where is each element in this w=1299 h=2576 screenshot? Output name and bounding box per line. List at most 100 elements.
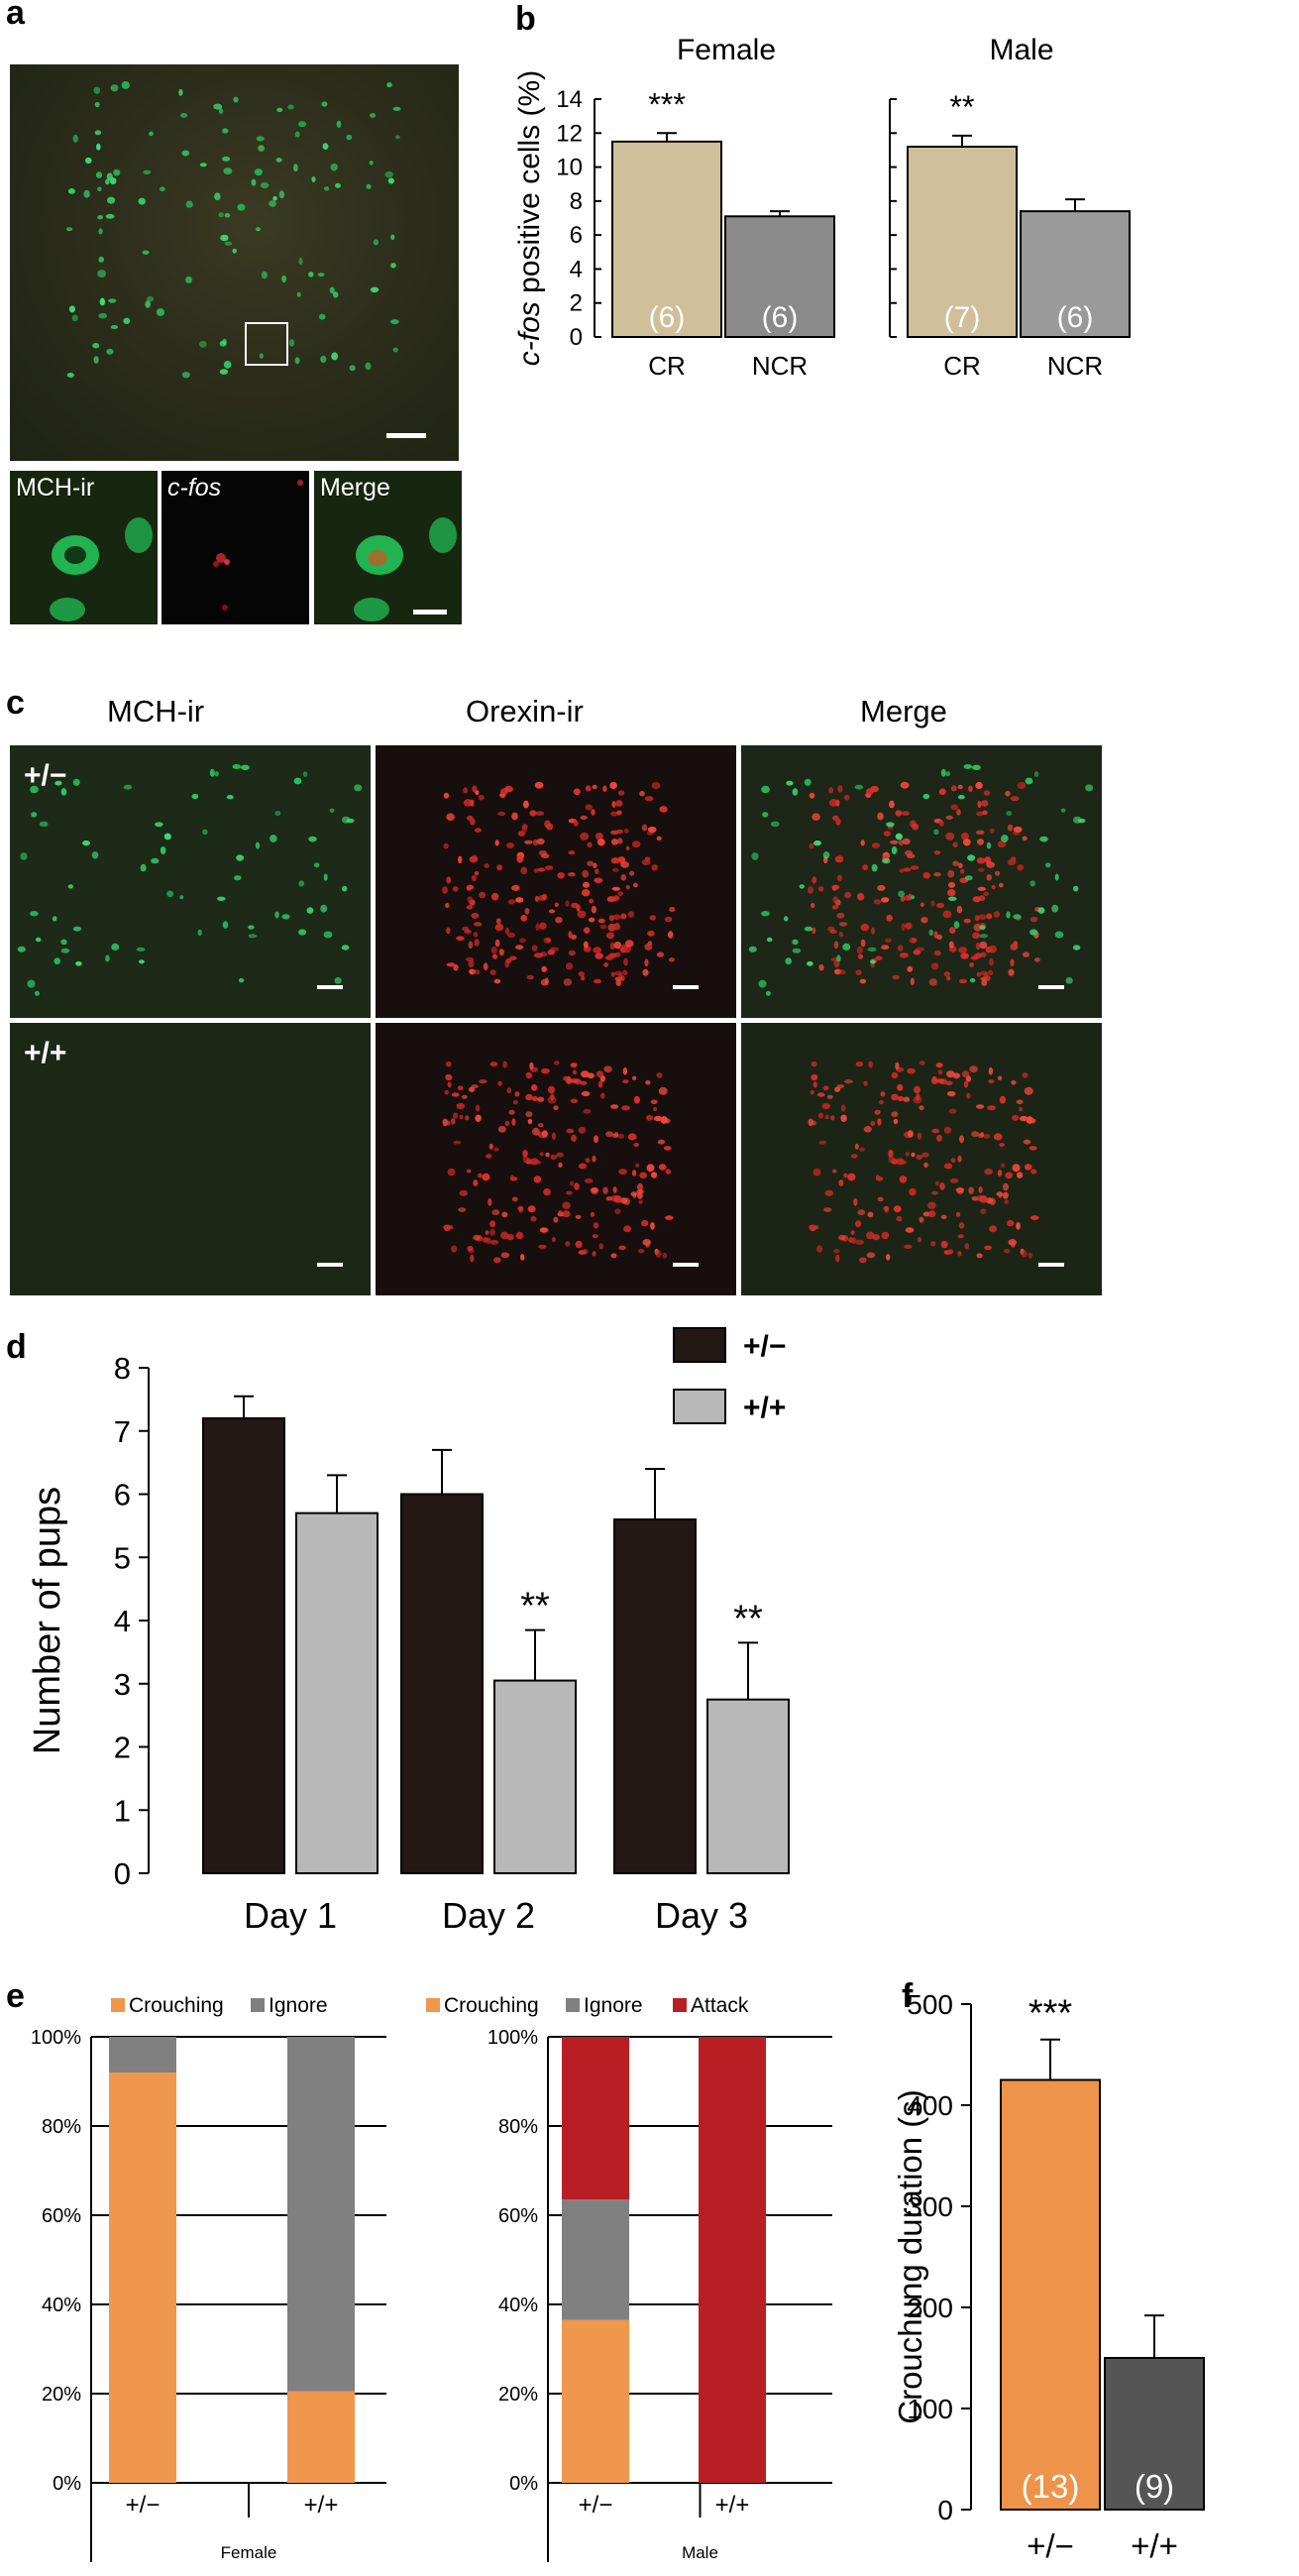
cell-soma — [600, 1092, 605, 1099]
cell-soma — [629, 870, 635, 876]
f-y-tick-label: 200 — [907, 2293, 953, 2323]
cell-soma — [505, 957, 512, 963]
cell-soma — [946, 1090, 956, 1097]
b-category-label: CR — [648, 351, 686, 381]
e-legend-label: Ignore — [269, 1994, 328, 2017]
cell-soma — [891, 1093, 899, 1101]
cell-soma — [543, 1187, 551, 1196]
cell-soma — [384, 170, 393, 178]
d-legend-label: +/− — [743, 1330, 786, 1363]
cell-soma — [458, 855, 463, 864]
cell-soma — [223, 168, 233, 175]
cell-soma — [968, 1186, 974, 1194]
cell-soma — [614, 970, 622, 976]
cell-soma — [1019, 1115, 1028, 1122]
cell-soma — [853, 1198, 858, 1206]
cell-soma — [976, 1253, 983, 1259]
cell-soma — [373, 239, 379, 246]
cell-soma — [945, 832, 955, 840]
cell-soma — [465, 956, 475, 962]
cell-soma — [489, 969, 496, 975]
cell-soma — [976, 1194, 986, 1202]
cell-soma — [603, 1065, 612, 1073]
cell-soma — [540, 978, 548, 986]
e-stack-segment — [109, 2072, 176, 2483]
cell-soma — [911, 1152, 916, 1158]
cell-soma — [1019, 1106, 1024, 1112]
cell-soma — [899, 952, 909, 958]
cell-soma — [881, 897, 890, 903]
cell-soma — [511, 1196, 518, 1202]
cell-soma — [442, 1118, 448, 1127]
cell-soma — [94, 101, 100, 108]
b-n-label: (6) — [762, 301, 799, 334]
cell-soma — [809, 842, 814, 849]
cell-soma — [226, 795, 234, 800]
cell-soma — [897, 1095, 905, 1102]
cell-soma — [1033, 957, 1040, 962]
e-legend-label: Attack — [691, 1994, 749, 2017]
cell-soma — [995, 870, 1001, 876]
scale-bar — [413, 610, 447, 615]
cell-soma — [308, 272, 314, 278]
cell-soma — [595, 1070, 604, 1078]
d-y-tick-label: 4 — [114, 1604, 131, 1638]
cell-soma — [641, 1219, 649, 1227]
cell-soma — [910, 865, 920, 870]
cell-soma — [554, 902, 559, 908]
cell-soma — [835, 799, 840, 807]
cell-soma — [473, 969, 481, 975]
b-group-title: Male — [989, 34, 1053, 66]
cell-soma — [818, 1140, 826, 1145]
cell-soma — [783, 916, 789, 922]
cell-soma — [592, 1155, 596, 1163]
cell-soma — [907, 1067, 916, 1074]
cell-soma — [963, 918, 971, 924]
cell-soma — [595, 868, 599, 874]
cell-soma — [647, 930, 655, 937]
cell-soma — [1028, 1252, 1033, 1259]
cell-soma — [900, 895, 906, 902]
cell-soma — [867, 1211, 874, 1218]
cell-soma — [1054, 873, 1059, 881]
b-category-label: NCR — [1047, 351, 1103, 381]
cell-soma — [836, 874, 842, 882]
cell-soma — [370, 286, 379, 293]
cell-soma — [538, 1244, 547, 1249]
c-orexin-wildtype — [376, 1023, 736, 1295]
cell-soma — [1006, 911, 1011, 919]
cell-soma — [847, 1173, 856, 1181]
cell-soma — [96, 143, 101, 151]
cell-soma — [938, 788, 946, 796]
cell-soma — [933, 850, 941, 855]
cell-soma — [812, 1168, 821, 1176]
cell-soma — [917, 1132, 922, 1140]
cell-soma — [642, 968, 649, 976]
cell-soma — [537, 1123, 544, 1128]
cell-soma — [467, 1169, 472, 1174]
cell-soma — [331, 352, 339, 361]
b-category-label: CR — [943, 351, 981, 381]
d-category-label: Day 2 — [442, 1895, 535, 1936]
cell-soma — [551, 1237, 557, 1243]
b-significance: *** — [648, 86, 685, 122]
cell-soma — [986, 913, 993, 920]
cell-soma — [953, 921, 960, 929]
cell-soma — [812, 876, 817, 884]
cell-soma — [637, 1182, 643, 1191]
cell-soma — [1085, 784, 1094, 792]
cell-soma — [808, 1118, 813, 1127]
cell-soma — [136, 947, 146, 952]
cell-soma — [976, 857, 986, 864]
cell-soma — [334, 976, 342, 984]
cell-soma — [72, 134, 78, 143]
cell-soma — [948, 896, 957, 901]
cell-soma — [647, 826, 657, 834]
cell-soma — [546, 938, 551, 943]
cell-soma — [83, 189, 90, 198]
cell-soma — [610, 811, 618, 817]
cell-soma — [947, 889, 956, 897]
cell-soma — [881, 945, 890, 951]
cell-soma — [836, 854, 843, 861]
cell-soma — [748, 946, 757, 952]
